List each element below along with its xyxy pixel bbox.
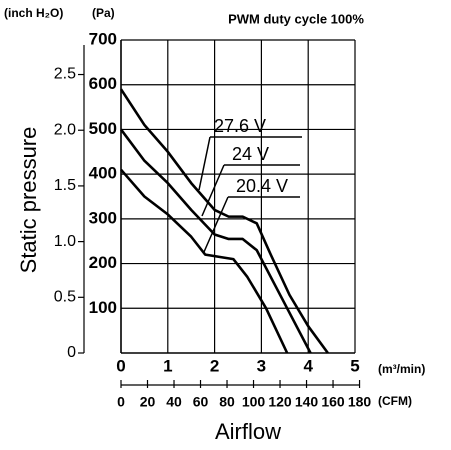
curve	[119, 128, 312, 354]
x-tick-label: 4	[303, 356, 313, 375]
x-axis-title: Airflow	[215, 419, 281, 444]
curve	[119, 88, 329, 354]
chart-title: PWM duty cycle 100%	[228, 11, 364, 26]
y2-tick-label: 1.0	[54, 233, 76, 250]
y2-tick-label: 1.5	[54, 177, 76, 194]
y-tick-label: 500	[89, 119, 117, 138]
x2-tick-label: 100	[242, 394, 266, 410]
x2-tick-label: 0	[117, 394, 125, 410]
y-tick-label: 300	[89, 208, 117, 227]
series-label: 27.6 V	[214, 116, 266, 136]
x-unit: (m³/min)	[378, 362, 425, 376]
label-leader	[203, 196, 229, 253]
x2-tick-label: 80	[219, 394, 235, 410]
x2-tick-label: 160	[321, 394, 345, 410]
y2-unit: (inch H₂O)	[4, 6, 63, 20]
y2-tick-label: 2.5	[54, 66, 76, 83]
y2-tick-label: 0	[67, 344, 76, 361]
y-tick-label: 700	[89, 29, 117, 48]
y-tick-label: 100	[89, 298, 117, 317]
x-tick-label: 3	[257, 356, 266, 375]
x-tick-label: 5	[350, 356, 359, 375]
y-tick-label: 400	[89, 164, 117, 183]
y-unit: (Pa)	[92, 6, 115, 20]
series-label: 20.4 V	[236, 176, 288, 196]
y2-tick-label: 0.5	[54, 289, 76, 306]
x-tick-label: 0	[116, 356, 125, 375]
x-tick-label: 2	[210, 356, 219, 375]
curve	[120, 168, 289, 354]
x2-tick-label: 40	[166, 394, 182, 410]
y-tick-label: 200	[89, 253, 117, 272]
x2-tick-label: 120	[268, 394, 292, 410]
label-leader	[198, 136, 211, 191]
y2-tick-label: 2.0	[54, 121, 76, 138]
y-tick-label: 600	[89, 74, 117, 93]
x2-tick-label: 140	[295, 394, 319, 410]
series-label: 24 V	[232, 144, 269, 164]
x2-tick-label: 180	[348, 394, 372, 410]
x2-unit: (CFM)	[378, 394, 412, 408]
y-axis-title: Static pressure	[16, 127, 41, 274]
x2-tick-label: 60	[193, 394, 209, 410]
x-tick-label: 1	[163, 356, 172, 375]
x2-tick-label: 20	[140, 394, 156, 410]
label-leader	[201, 164, 225, 217]
